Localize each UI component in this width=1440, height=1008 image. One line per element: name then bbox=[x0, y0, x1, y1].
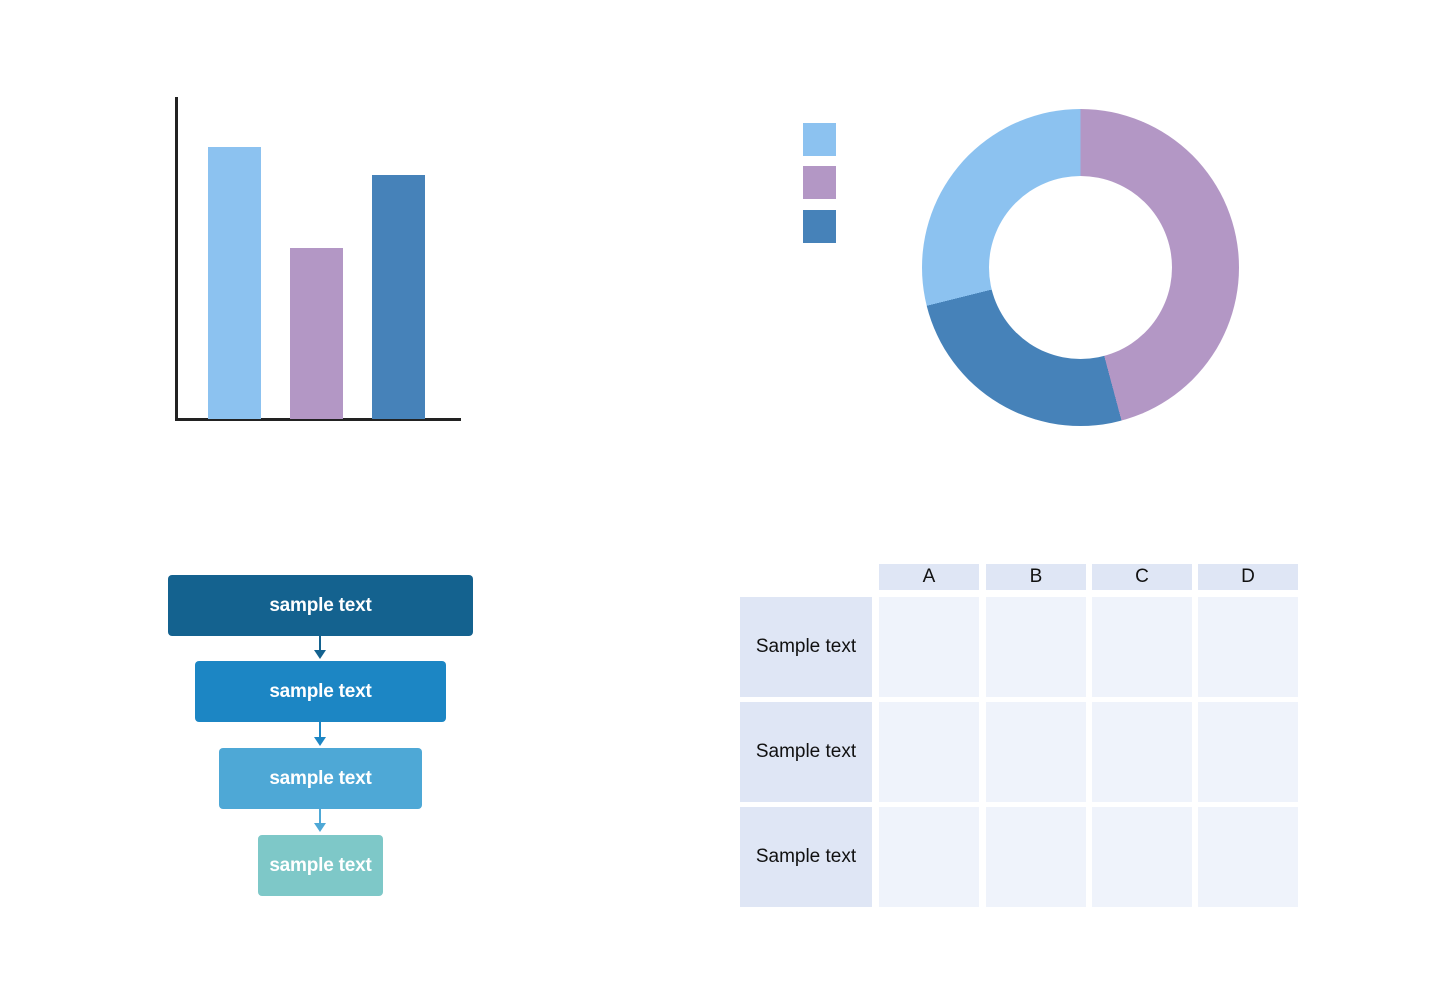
arrow-down-icon bbox=[314, 650, 326, 659]
flow-step-label: sample text bbox=[269, 767, 372, 789]
legend-swatch-light-blue bbox=[803, 123, 836, 156]
flow-step-3: sample text bbox=[219, 748, 422, 809]
legend-swatch-dark-blue bbox=[803, 210, 836, 243]
legend-swatch-purple bbox=[803, 166, 836, 199]
bar-2 bbox=[290, 248, 343, 419]
table-cell bbox=[986, 807, 1086, 907]
flow-step-label: sample text bbox=[269, 680, 372, 702]
row-header-3: Sample text bbox=[740, 807, 872, 907]
flow-step-4: sample text bbox=[258, 835, 383, 896]
table-cell bbox=[1198, 597, 1298, 697]
table-cell bbox=[986, 597, 1086, 697]
column-header-a: A bbox=[879, 564, 979, 590]
arrow-down-icon bbox=[314, 737, 326, 746]
flow-step-label: sample text bbox=[269, 594, 372, 616]
table-cell bbox=[1092, 807, 1192, 907]
arrow-down-icon bbox=[314, 823, 326, 832]
column-header-d: D bbox=[1198, 564, 1298, 590]
table-cell bbox=[1198, 702, 1298, 802]
arrow-connector bbox=[319, 809, 321, 823]
flow-step-label: sample text bbox=[269, 854, 372, 876]
flow-step-2: sample text bbox=[195, 661, 446, 722]
column-header-c: C bbox=[1092, 564, 1192, 590]
bar-3 bbox=[372, 175, 425, 419]
y-axis bbox=[175, 97, 178, 421]
arrow-connector bbox=[319, 636, 321, 650]
row-header-1: Sample text bbox=[740, 597, 872, 697]
bar-1 bbox=[208, 147, 261, 419]
flow-step-1: sample text bbox=[168, 575, 473, 636]
row-header-2: Sample text bbox=[740, 702, 872, 802]
arrow-connector bbox=[319, 722, 321, 737]
table-cell bbox=[879, 597, 979, 697]
table-cell bbox=[1092, 702, 1192, 802]
donut-hole bbox=[989, 176, 1172, 359]
table-cell bbox=[1198, 807, 1298, 907]
column-header-b: B bbox=[986, 564, 1086, 590]
table-cell bbox=[986, 702, 1086, 802]
x-axis bbox=[175, 418, 461, 421]
table-cell bbox=[879, 702, 979, 802]
table-cell bbox=[879, 807, 979, 907]
table-cell bbox=[1092, 597, 1192, 697]
